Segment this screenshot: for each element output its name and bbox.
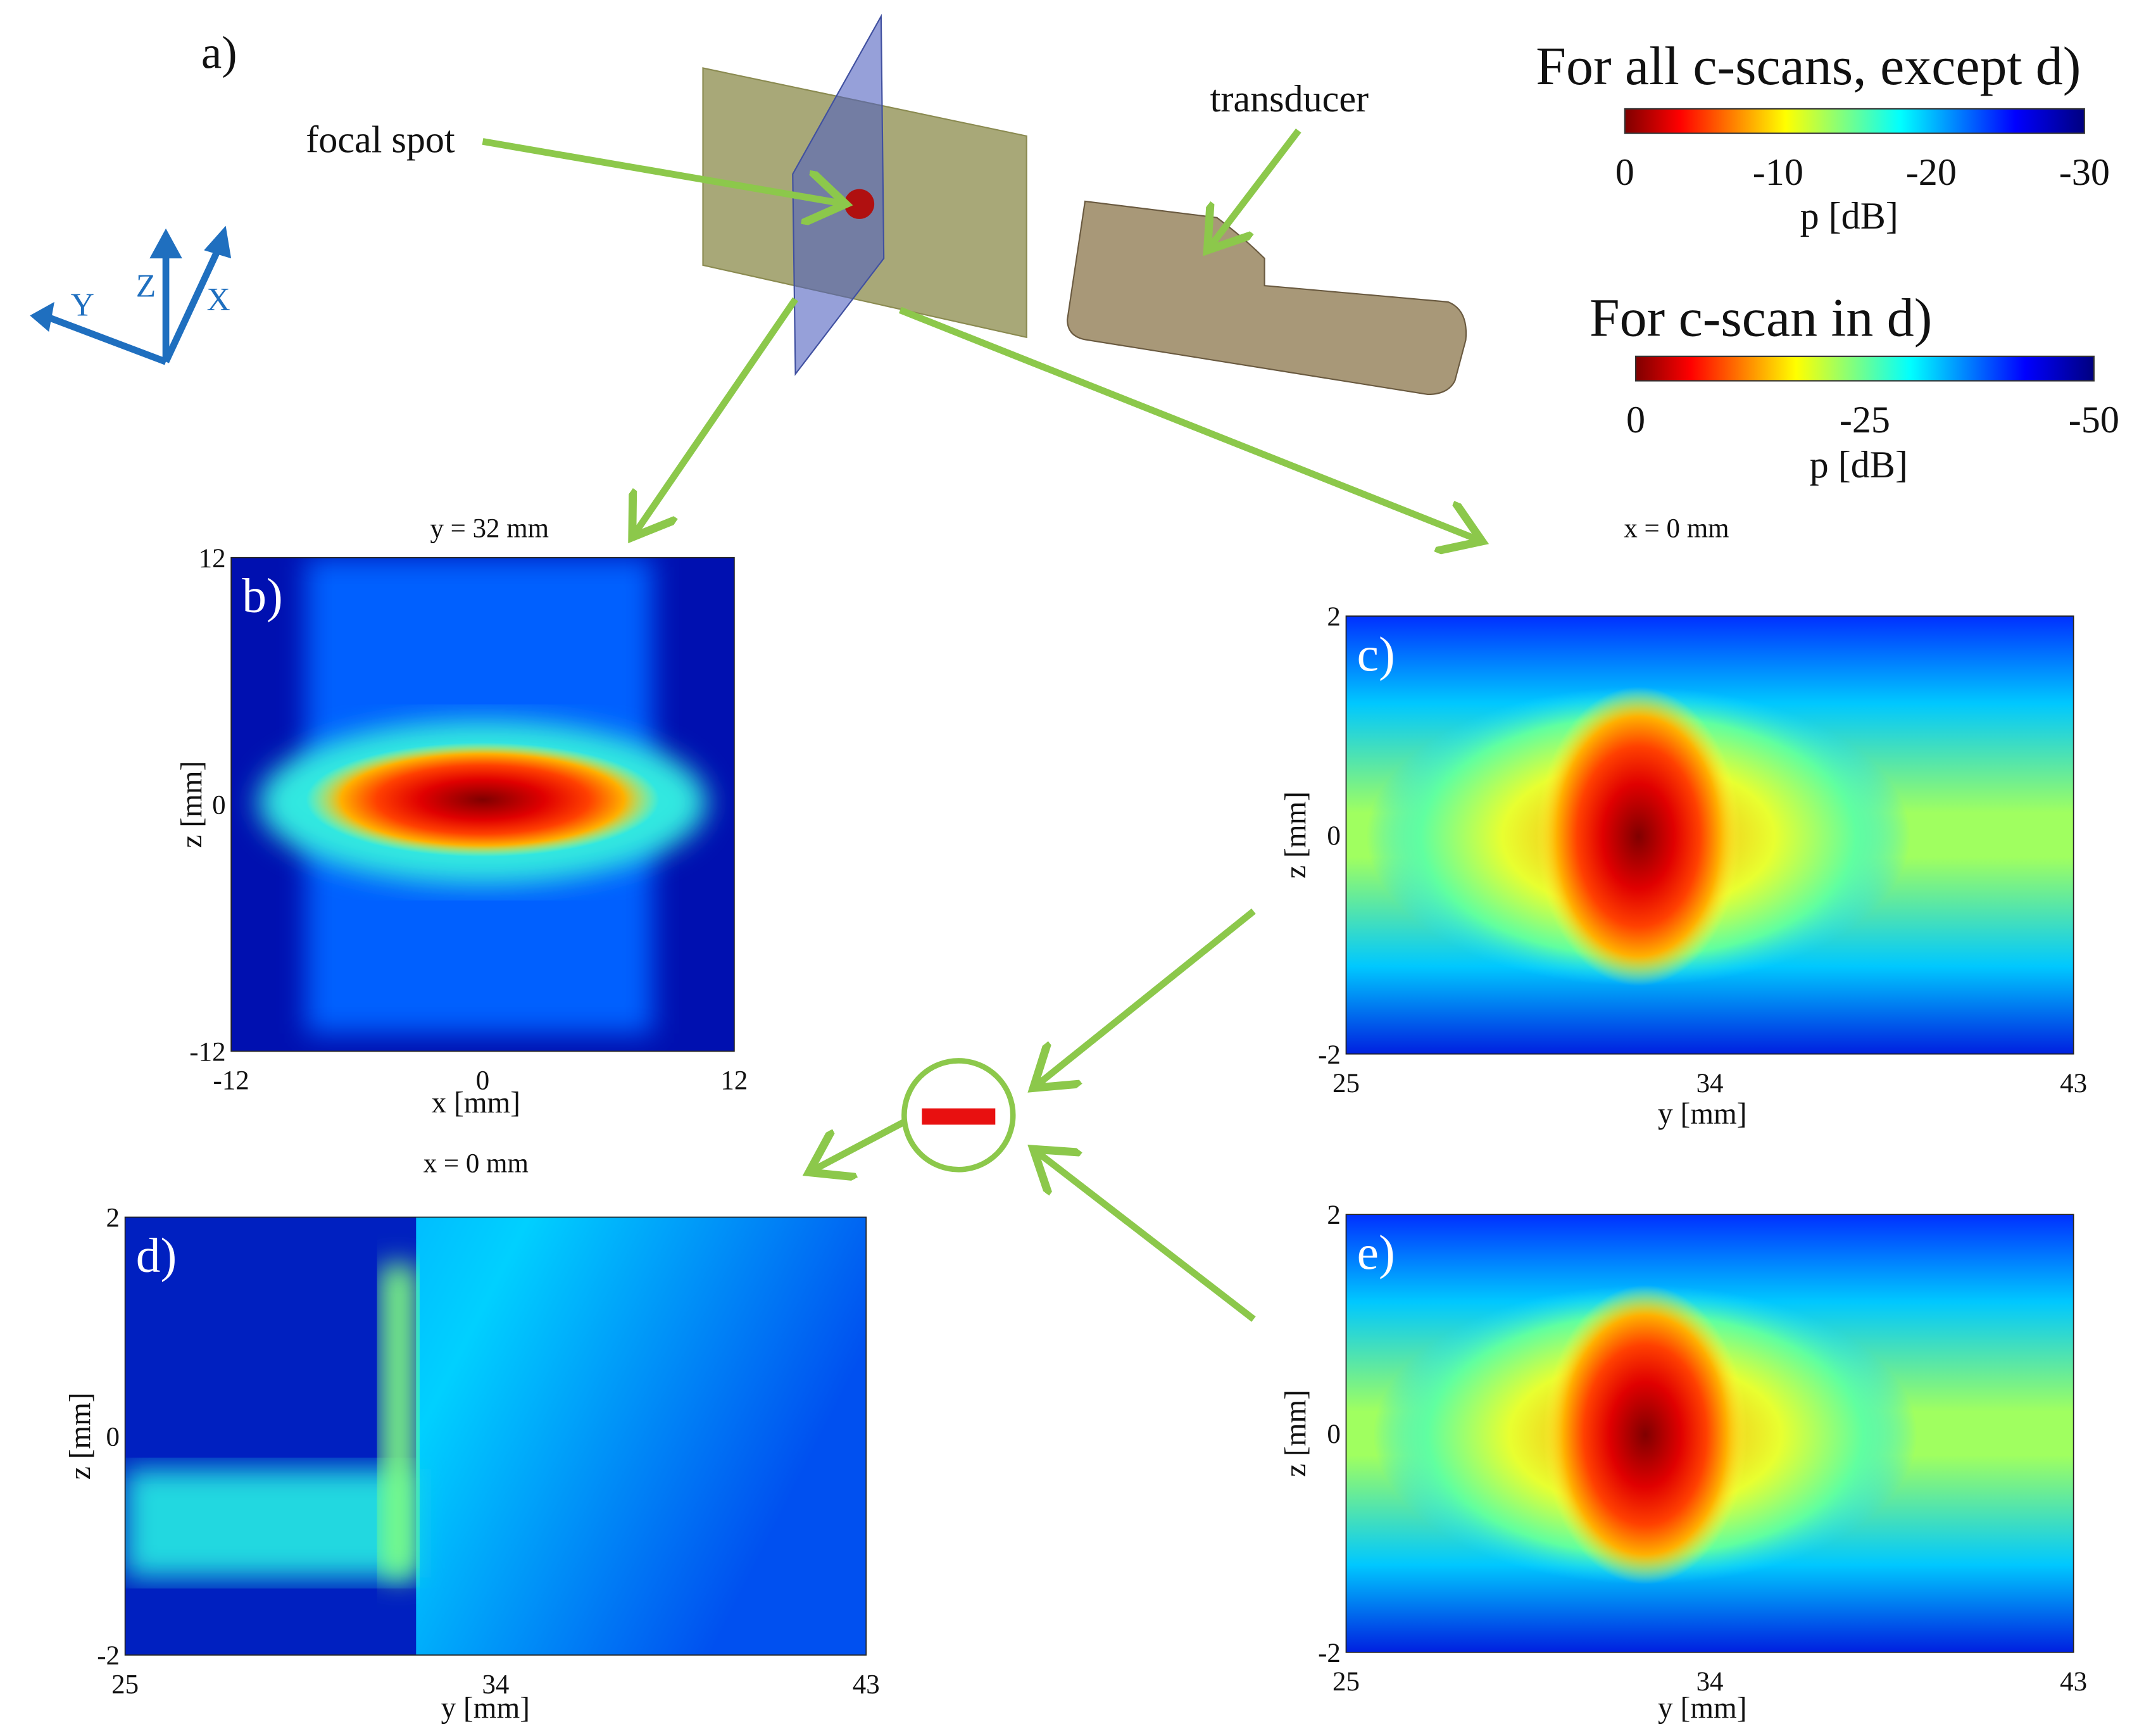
arrows bbox=[482, 129, 1483, 1322]
colorbar-tick-label: -20 bbox=[1906, 151, 1957, 194]
plot-frame bbox=[230, 557, 735, 1052]
x-axis-label: y [mm] bbox=[1658, 1097, 1746, 1130]
y-tick-label: 2 bbox=[106, 1204, 120, 1233]
x-tick-label: 0 bbox=[476, 1066, 489, 1096]
axis-label: Z bbox=[136, 268, 156, 304]
y-tick-label: 2 bbox=[1327, 1200, 1340, 1230]
y-tick-label: 12 bbox=[199, 544, 226, 574]
y-tick-label: -2 bbox=[1318, 1040, 1341, 1070]
y-axis-label: z [mm] bbox=[175, 761, 208, 848]
axis-triad bbox=[30, 225, 232, 365]
callout: focal spot bbox=[306, 119, 455, 161]
callout: transducer bbox=[1210, 78, 1369, 120]
y-tick-label: 0 bbox=[1327, 1419, 1340, 1449]
y-tick-label: -12 bbox=[189, 1037, 225, 1067]
heatmap bbox=[125, 1217, 867, 1656]
y-tick-label: 0 bbox=[212, 791, 225, 821]
x-tick-label: 43 bbox=[2060, 1069, 2087, 1098]
panel-title: x = 0 mm bbox=[423, 1149, 529, 1179]
minus-sign bbox=[922, 1108, 996, 1125]
colorbar-label: p [dB] bbox=[1800, 195, 1898, 237]
x-axis-label: x [mm] bbox=[432, 1086, 520, 1119]
x-tick-label: 43 bbox=[853, 1670, 880, 1699]
panel-label: c) bbox=[1357, 627, 1395, 681]
x-tick-label: 34 bbox=[1696, 1667, 1724, 1697]
colorbar-tick-label: -25 bbox=[1840, 399, 1890, 441]
panel-label: d) bbox=[136, 1228, 177, 1282]
y-tick-label: 0 bbox=[1327, 821, 1340, 851]
x-tick-label: 25 bbox=[1332, 1069, 1360, 1098]
colorbar-title: For all c-scans, except d) bbox=[1536, 35, 2081, 96]
y-tick-label: -2 bbox=[97, 1641, 120, 1671]
y-axis-label: z [mm] bbox=[1279, 791, 1312, 879]
figure-label: a) bbox=[201, 27, 237, 78]
plot-frame bbox=[1345, 615, 2074, 1055]
plot-frame bbox=[1345, 1214, 2074, 1653]
y-axis-label: z [mm] bbox=[64, 1392, 97, 1480]
colorbar-tick-label: -30 bbox=[2059, 151, 2110, 194]
x-axis-label: y [mm] bbox=[441, 1692, 530, 1725]
x-tick-label: 25 bbox=[1332, 1667, 1360, 1697]
x-tick-label: 12 bbox=[720, 1066, 748, 1096]
colorbar-tick-label: -50 bbox=[2069, 399, 2119, 441]
x-tick-label: 43 bbox=[2060, 1667, 2087, 1697]
y-tick-label: 2 bbox=[1327, 602, 1340, 632]
panel-label: e) bbox=[1357, 1225, 1395, 1280]
x-tick-label: 25 bbox=[111, 1670, 139, 1699]
x-tick-label: 34 bbox=[482, 1670, 509, 1699]
colorbar-title: For c-scan in d) bbox=[1590, 287, 1933, 348]
heatmap bbox=[1346, 1214, 2074, 1652]
focal-spot bbox=[844, 189, 875, 219]
panel-title: y = 32 mm bbox=[430, 514, 549, 544]
y-tick-label: 0 bbox=[106, 1422, 120, 1452]
panel-title: x = 0 mm bbox=[1624, 514, 1729, 544]
axis-label: Y bbox=[71, 287, 94, 323]
colorbar-label: p [dB] bbox=[1810, 444, 1908, 486]
colorbar-tick-label: -10 bbox=[1753, 151, 1803, 194]
axis-label: X bbox=[206, 282, 230, 318]
colorbar bbox=[1624, 108, 2085, 134]
x-tick-label: -12 bbox=[213, 1066, 249, 1096]
panel-label: b) bbox=[242, 569, 282, 623]
y-axis-label: z [mm] bbox=[1279, 1390, 1312, 1477]
transducer bbox=[1067, 200, 1467, 396]
plot-frame bbox=[124, 1216, 867, 1656]
x-axis-label: y [mm] bbox=[1658, 1692, 1746, 1725]
y-tick-label: -2 bbox=[1318, 1639, 1341, 1668]
colorbar-tick-label: 0 bbox=[1626, 399, 1645, 441]
heatmap bbox=[1346, 616, 2074, 1054]
colorbar bbox=[1634, 355, 2095, 382]
colorbar-tick-label: 0 bbox=[1615, 151, 1634, 194]
minus-symbol bbox=[901, 1058, 1016, 1173]
heatmap bbox=[231, 557, 734, 1052]
x-tick-label: 34 bbox=[1696, 1069, 1724, 1098]
